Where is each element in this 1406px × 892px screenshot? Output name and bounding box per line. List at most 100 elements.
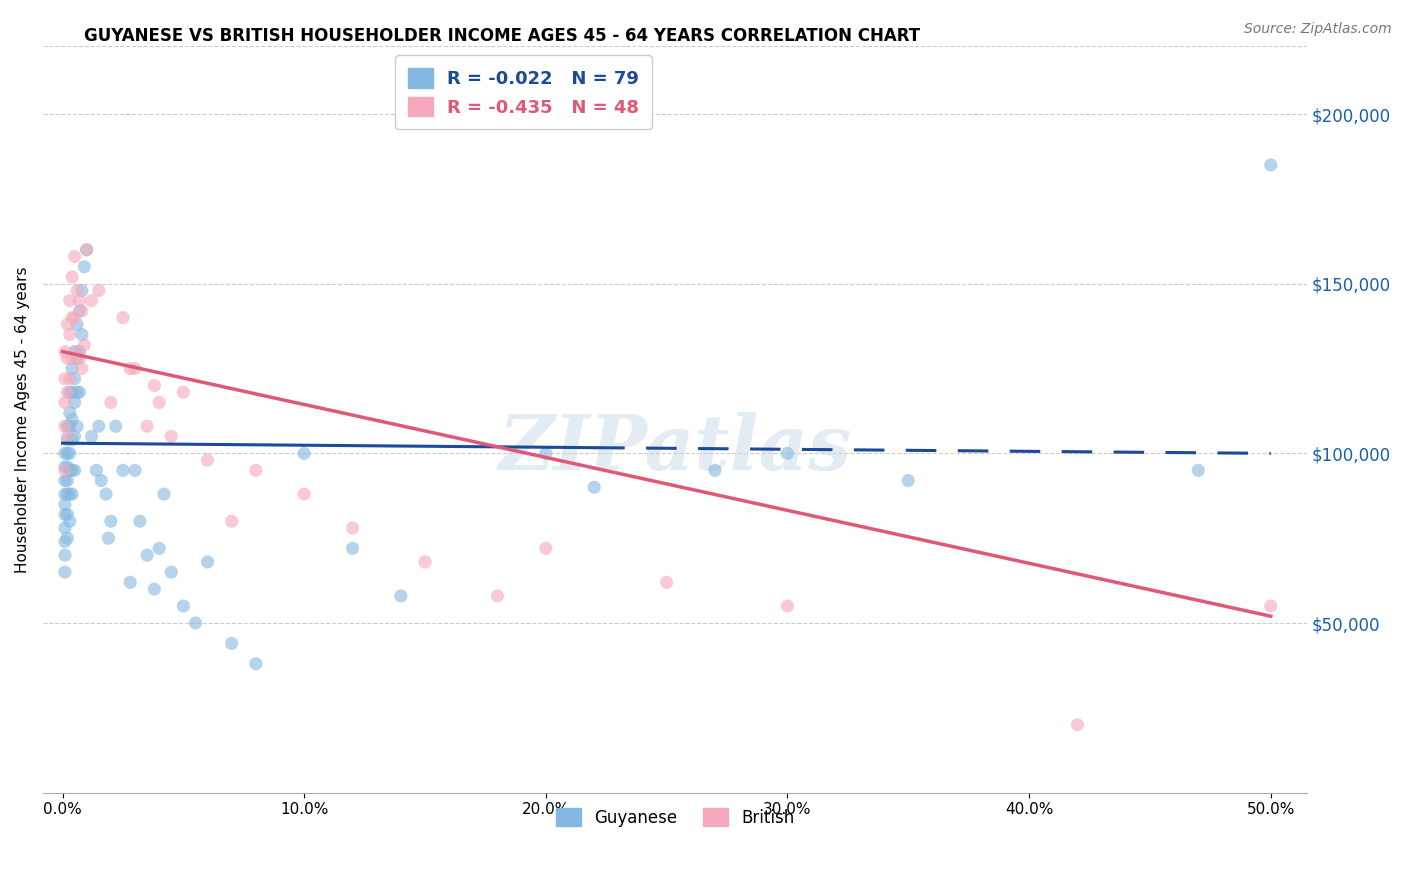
Point: [63, 395, 86, 409]
Point: [583, 480, 606, 494]
Point: [56, 433, 79, 447]
Point: [66, 351, 89, 366]
Point: [100, 395, 122, 409]
Point: [486, 589, 509, 603]
Point: [60, 361, 83, 376]
Point: [66, 318, 89, 332]
Point: [59, 293, 82, 308]
Point: [389, 589, 412, 603]
Point: [148, 395, 170, 409]
Point: [53, 419, 76, 434]
Point: [172, 599, 194, 613]
Point: [53, 395, 76, 409]
Point: [136, 419, 159, 434]
Point: [245, 657, 267, 671]
Point: [80, 429, 103, 443]
Text: GUYANESE VS BRITISH HOUSEHOLDER INCOME AGES 45 - 64 YEARS CORRELATION CHART: GUYANESE VS BRITISH HOUSEHOLDER INCOME A…: [84, 27, 921, 45]
Point: [53, 372, 76, 386]
Point: [413, 555, 436, 569]
Point: [63, 372, 86, 386]
Point: [184, 615, 207, 630]
Point: [87, 419, 110, 434]
Point: [60, 412, 83, 426]
Point: [69, 344, 91, 359]
Point: [776, 599, 799, 613]
Point: [104, 419, 127, 434]
Point: [59, 372, 82, 386]
Point: [143, 582, 166, 596]
Point: [70, 304, 93, 318]
Point: [56, 459, 79, 474]
Point: [60, 433, 83, 447]
Point: [60, 310, 83, 325]
Point: [70, 327, 93, 342]
Point: [342, 541, 364, 556]
Point: [1187, 463, 1209, 477]
Point: [148, 541, 170, 556]
Point: [59, 385, 82, 400]
Point: [59, 406, 82, 420]
Point: [534, 541, 557, 556]
Point: [53, 534, 76, 549]
Point: [69, 385, 91, 400]
Point: [56, 318, 79, 332]
Point: [90, 474, 112, 488]
Point: [56, 487, 79, 501]
Point: [56, 508, 79, 522]
Point: [60, 463, 83, 477]
Point: [53, 474, 76, 488]
Point: [534, 446, 557, 460]
Point: [160, 429, 183, 443]
Point: [66, 284, 89, 298]
Point: [53, 344, 76, 359]
Point: [60, 385, 83, 400]
Point: [66, 419, 89, 434]
Point: [60, 269, 83, 284]
Point: [53, 487, 76, 501]
Point: [197, 555, 219, 569]
Point: [63, 250, 86, 264]
Point: [221, 514, 243, 528]
Point: [292, 446, 315, 460]
Point: [59, 463, 82, 477]
Point: [59, 327, 82, 342]
Point: [56, 446, 79, 460]
Point: [124, 361, 146, 376]
Point: [1260, 158, 1282, 172]
Point: [59, 514, 82, 528]
Point: [53, 463, 76, 477]
Point: [59, 446, 82, 460]
Point: [897, 474, 920, 488]
Point: [76, 243, 98, 257]
Point: [111, 463, 134, 477]
Point: [53, 565, 76, 579]
Point: [94, 487, 117, 501]
Point: [776, 446, 799, 460]
Point: [245, 463, 267, 477]
Point: [73, 338, 96, 352]
Point: [80, 293, 103, 308]
Point: [704, 463, 727, 477]
Point: [86, 463, 108, 477]
Point: [128, 514, 150, 528]
Point: [63, 344, 86, 359]
Point: [136, 548, 159, 562]
Point: [70, 361, 93, 376]
Point: [59, 419, 82, 434]
Point: [69, 351, 91, 366]
Point: [97, 531, 120, 545]
Point: [56, 419, 79, 434]
Point: [120, 575, 142, 590]
Point: [56, 351, 79, 366]
Point: [172, 385, 194, 400]
Point: [76, 243, 98, 257]
Point: [53, 508, 76, 522]
Point: [655, 575, 678, 590]
Point: [66, 344, 89, 359]
Point: [153, 487, 176, 501]
Point: [124, 463, 146, 477]
Text: ZIPatlas: ZIPatlas: [499, 412, 852, 486]
Y-axis label: Householder Income Ages 45 - 64 years: Householder Income Ages 45 - 64 years: [15, 266, 30, 573]
Point: [60, 351, 83, 366]
Point: [87, 284, 110, 298]
